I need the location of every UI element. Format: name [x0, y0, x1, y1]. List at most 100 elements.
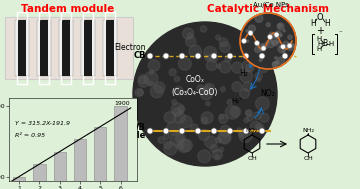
Bar: [114, 106, 127, 181]
Circle shape: [219, 147, 224, 152]
Circle shape: [258, 44, 265, 51]
Circle shape: [283, 41, 289, 48]
Circle shape: [170, 133, 184, 146]
Text: +: +: [316, 26, 324, 36]
Bar: [81, 20, 95, 76]
Circle shape: [201, 26, 207, 32]
Circle shape: [278, 45, 285, 53]
Circle shape: [211, 128, 217, 134]
Circle shape: [205, 136, 217, 148]
Circle shape: [246, 110, 252, 117]
Circle shape: [280, 34, 282, 36]
Circle shape: [256, 78, 260, 82]
Circle shape: [267, 40, 274, 48]
Circle shape: [190, 124, 198, 132]
Circle shape: [279, 46, 282, 48]
Circle shape: [198, 150, 211, 163]
Circle shape: [163, 128, 169, 134]
Text: H: H: [316, 36, 321, 42]
Circle shape: [273, 40, 278, 46]
Circle shape: [282, 53, 288, 59]
Circle shape: [230, 107, 241, 117]
Text: OH: OH: [303, 156, 313, 161]
Circle shape: [201, 112, 213, 124]
Text: Tandem module: Tandem module: [21, 4, 114, 14]
Text: ⁻: ⁻: [339, 30, 343, 36]
Circle shape: [282, 50, 285, 53]
Circle shape: [256, 124, 264, 132]
Circle shape: [267, 34, 273, 40]
Circle shape: [240, 38, 253, 51]
Circle shape: [255, 41, 260, 46]
Circle shape: [246, 40, 249, 43]
Circle shape: [275, 60, 279, 64]
Circle shape: [248, 25, 255, 32]
Circle shape: [280, 44, 285, 49]
Bar: [106, 20, 114, 76]
Circle shape: [266, 23, 270, 27]
Circle shape: [158, 137, 165, 143]
Circle shape: [177, 139, 190, 152]
Circle shape: [220, 125, 231, 136]
Circle shape: [273, 62, 278, 67]
Circle shape: [154, 82, 165, 93]
Text: O: O: [317, 12, 323, 22]
Circle shape: [144, 72, 158, 86]
Circle shape: [255, 15, 263, 22]
Circle shape: [287, 46, 289, 48]
Circle shape: [137, 89, 143, 95]
Circle shape: [275, 57, 277, 59]
Circle shape: [195, 53, 201, 59]
Text: Electron: Electron: [114, 43, 146, 53]
Circle shape: [269, 32, 274, 37]
Circle shape: [164, 112, 176, 123]
Text: H₂: H₂: [239, 70, 248, 78]
Text: NO₂: NO₂: [261, 90, 275, 98]
Circle shape: [242, 39, 247, 43]
Circle shape: [274, 32, 279, 37]
Circle shape: [180, 139, 192, 152]
Bar: [94, 127, 106, 181]
Circle shape: [225, 105, 239, 119]
Circle shape: [178, 106, 185, 112]
Text: H: H: [328, 41, 334, 47]
Bar: [13, 177, 25, 181]
Circle shape: [271, 37, 278, 44]
Circle shape: [243, 53, 249, 59]
Circle shape: [148, 60, 160, 71]
Circle shape: [178, 57, 191, 70]
Text: CB: CB: [134, 50, 146, 60]
Circle shape: [204, 46, 217, 59]
Circle shape: [212, 150, 222, 160]
Circle shape: [243, 128, 249, 134]
Circle shape: [148, 81, 153, 86]
Text: NH₂: NH₂: [302, 129, 314, 133]
Text: R² = 0.95: R² = 0.95: [15, 132, 45, 138]
Circle shape: [239, 130, 248, 139]
Circle shape: [179, 53, 185, 59]
Bar: [103, 20, 117, 76]
Bar: [62, 20, 70, 76]
Circle shape: [164, 141, 171, 149]
Circle shape: [138, 76, 149, 87]
Circle shape: [219, 38, 228, 46]
Circle shape: [286, 43, 294, 51]
Circle shape: [149, 70, 154, 74]
Circle shape: [198, 129, 210, 140]
Circle shape: [139, 75, 148, 84]
Circle shape: [227, 128, 233, 134]
Circle shape: [291, 43, 294, 47]
Circle shape: [240, 89, 249, 98]
Circle shape: [266, 41, 269, 44]
Circle shape: [172, 100, 177, 105]
Text: VB: VB: [133, 122, 146, 132]
Circle shape: [246, 110, 251, 115]
Bar: [37, 20, 51, 76]
Circle shape: [183, 28, 194, 39]
Circle shape: [210, 145, 218, 152]
Circle shape: [232, 62, 243, 73]
Circle shape: [253, 112, 261, 120]
Circle shape: [177, 143, 184, 149]
Circle shape: [147, 128, 153, 134]
Circle shape: [232, 82, 242, 92]
